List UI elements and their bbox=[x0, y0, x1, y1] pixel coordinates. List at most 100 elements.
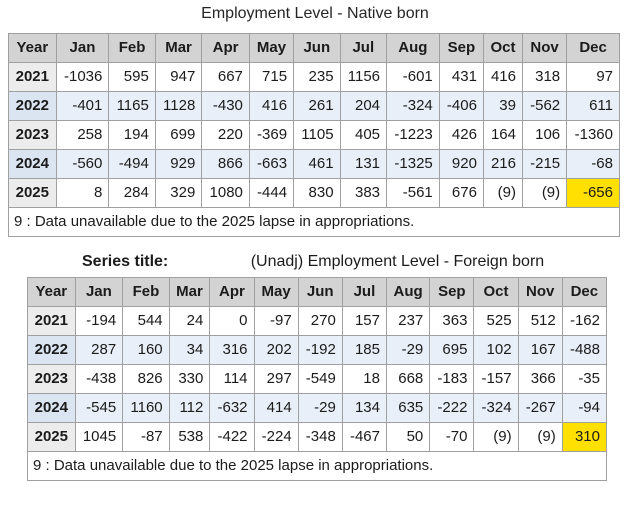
column-header-year: Year bbox=[27, 277, 76, 307]
column-header-dec: Dec bbox=[566, 33, 620, 63]
data-cell: 416 bbox=[482, 62, 523, 92]
column-header-nov: Nov bbox=[517, 277, 563, 307]
footnote-row: 9 : Data unavailable due to the 2025 lap… bbox=[27, 451, 607, 481]
series-title-label: Series title: bbox=[82, 253, 169, 270]
data-cell: -438 bbox=[74, 364, 124, 394]
column-header-feb: Feb bbox=[122, 277, 170, 307]
data-cell: (9) bbox=[517, 422, 563, 452]
data-cell: 329 bbox=[154, 178, 203, 208]
data-cell: -194 bbox=[74, 306, 124, 336]
column-header-apr: Apr bbox=[209, 277, 255, 307]
data-cell: 826 bbox=[122, 364, 170, 394]
data-cell: 261 bbox=[293, 91, 341, 121]
data-cell: -162 bbox=[561, 306, 608, 336]
data-cell: 24 bbox=[168, 306, 211, 336]
data-cell: 512 bbox=[517, 306, 563, 336]
data-cell: -562 bbox=[521, 91, 568, 121]
column-header-mar: Mar bbox=[168, 277, 211, 307]
data-cell: 204 bbox=[339, 91, 388, 121]
data-cell: 366 bbox=[517, 364, 563, 394]
data-cell: -663 bbox=[248, 149, 295, 179]
data-cell: 538 bbox=[168, 422, 211, 452]
data-cell: 866 bbox=[201, 149, 250, 179]
year-cell: 2021 bbox=[27, 306, 76, 336]
data-cell: -224 bbox=[253, 422, 299, 452]
data-cell: -157 bbox=[473, 364, 519, 394]
column-header-may: May bbox=[253, 277, 299, 307]
column-header-may: May bbox=[248, 33, 295, 63]
data-cell: 106 bbox=[521, 120, 568, 150]
foreign-table-title: (Unadj) Employment Level - Foreign born bbox=[250, 253, 545, 270]
column-header-jun: Jun bbox=[297, 277, 343, 307]
column-header-nov: Nov bbox=[521, 33, 568, 63]
data-cell: (9) bbox=[482, 178, 523, 208]
data-cell: -467 bbox=[341, 422, 387, 452]
data-cell: -406 bbox=[438, 91, 484, 121]
data-cell: (9) bbox=[473, 422, 519, 452]
data-cell: -215 bbox=[521, 149, 568, 179]
data-cell: -422 bbox=[209, 422, 255, 452]
column-header-jun: Jun bbox=[293, 33, 341, 63]
column-header-mar: Mar bbox=[154, 33, 203, 63]
data-cell: -632 bbox=[209, 393, 255, 423]
data-cell: 1160 bbox=[122, 393, 170, 423]
data-cell: -29 bbox=[385, 335, 431, 365]
data-cell: 676 bbox=[438, 178, 484, 208]
highlighted-cell: -656 bbox=[566, 178, 620, 208]
data-cell: 920 bbox=[438, 149, 484, 179]
data-cell: 426 bbox=[438, 120, 484, 150]
data-cell: 235 bbox=[293, 62, 341, 92]
column-header-jan: Jan bbox=[74, 277, 124, 307]
data-cell: 258 bbox=[55, 120, 110, 150]
data-cell: 1156 bbox=[339, 62, 388, 92]
data-cell: 102 bbox=[473, 335, 519, 365]
data-cell: -560 bbox=[55, 149, 110, 179]
data-cell: 699 bbox=[154, 120, 203, 150]
column-header-jul: Jul bbox=[341, 277, 387, 307]
data-cell: 929 bbox=[154, 149, 203, 179]
column-header-aug: Aug bbox=[386, 33, 440, 63]
year-cell: 2025 bbox=[27, 422, 76, 452]
data-cell: -561 bbox=[386, 178, 440, 208]
data-cell: (9) bbox=[521, 178, 568, 208]
data-cell: 284 bbox=[108, 178, 156, 208]
data-cell: 330 bbox=[168, 364, 211, 394]
data-cell: 287 bbox=[74, 335, 124, 365]
data-cell: 202 bbox=[253, 335, 299, 365]
data-cell: 431 bbox=[438, 62, 484, 92]
data-cell: 416 bbox=[248, 91, 295, 121]
data-cell: -401 bbox=[55, 91, 110, 121]
data-cell: 34 bbox=[168, 335, 211, 365]
table-row-2021: 2021 -194 544 24 0 -97 270 157 237 363 525 512 -162 bbox=[27, 306, 608, 336]
data-cell: -1036 bbox=[55, 62, 110, 92]
data-cell: -1360 bbox=[566, 120, 620, 150]
data-cell: 18 bbox=[341, 364, 387, 394]
data-cell: -1325 bbox=[386, 149, 440, 179]
data-cell: -601 bbox=[386, 62, 440, 92]
year-cell: 2023 bbox=[8, 120, 57, 150]
highlighted-cell: 310 bbox=[561, 422, 608, 452]
year-cell: 2021 bbox=[8, 62, 57, 92]
data-cell: 114 bbox=[209, 364, 255, 394]
data-cell: 185 bbox=[341, 335, 387, 365]
data-cell: -94 bbox=[561, 393, 608, 423]
data-cell: -68 bbox=[566, 149, 620, 179]
data-cell: 1080 bbox=[201, 178, 250, 208]
header-row: Year Jan Feb Mar Apr May Jun Jul Aug Sep Oct Nov Dec bbox=[27, 277, 608, 307]
data-cell: 157 bbox=[341, 306, 387, 336]
data-cell: 383 bbox=[339, 178, 388, 208]
data-cell: 1045 bbox=[74, 422, 124, 452]
data-cell: 830 bbox=[293, 178, 341, 208]
data-cell: 414 bbox=[253, 393, 299, 423]
footnote-row: 9 : Data unavailable due to the 2025 lap… bbox=[8, 207, 620, 237]
data-cell: -35 bbox=[561, 364, 608, 394]
native-table: Year Jan Feb Mar Apr May Jun Jul Aug Sep Oct Nov Dec… bbox=[8, 33, 620, 237]
column-header-aug: Aug bbox=[385, 277, 431, 307]
data-cell: -494 bbox=[108, 149, 156, 179]
data-cell: 635 bbox=[385, 393, 431, 423]
table-row-2021: 2021 -1036 595 947 667 715 235 1156 -601 431 416 31… bbox=[8, 62, 620, 92]
data-cell: -348 bbox=[297, 422, 343, 452]
data-cell: -324 bbox=[386, 91, 440, 121]
table-row-2022: 2022 287 160 34 316 202 -192 185 -29 695 102 167 -48… bbox=[27, 335, 608, 365]
native-table-title: Employment Level - Native born bbox=[201, 5, 429, 22]
